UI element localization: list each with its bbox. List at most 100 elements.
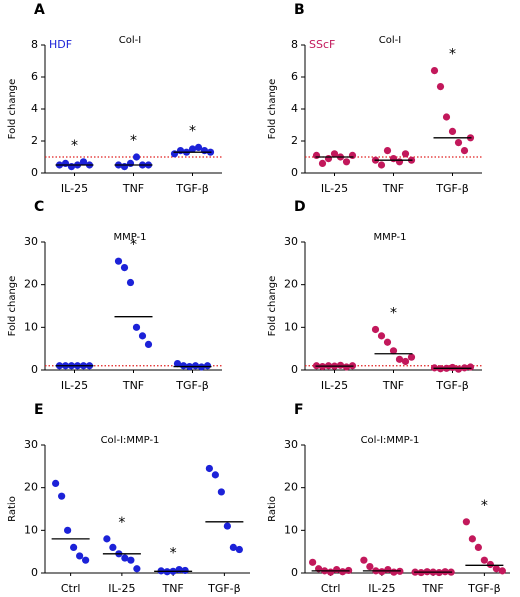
data-point bbox=[58, 493, 65, 500]
data-point bbox=[455, 366, 462, 373]
data-point bbox=[467, 363, 474, 370]
data-point bbox=[461, 147, 468, 154]
y-tick-label: 0 bbox=[31, 363, 38, 376]
data-point bbox=[431, 67, 438, 74]
y-tick-label: 0 bbox=[31, 566, 38, 579]
x-tick-label: TGF-β bbox=[435, 182, 469, 195]
y-tick-label: 10 bbox=[24, 523, 38, 536]
x-tick-label: IL-25 bbox=[61, 379, 88, 392]
y-tick-label: 10 bbox=[284, 523, 298, 536]
y-tick-label: 10 bbox=[24, 320, 38, 333]
data-point bbox=[396, 158, 403, 165]
x-tick-label: TNF bbox=[161, 582, 183, 595]
x-tick-label: TGF-β bbox=[435, 379, 469, 392]
data-point bbox=[133, 565, 140, 572]
y-tick-label: 6 bbox=[291, 70, 298, 83]
y-tick-label: 4 bbox=[291, 102, 298, 115]
data-point bbox=[343, 363, 350, 370]
panel-label: E bbox=[34, 402, 44, 418]
x-tick-label: Ctrl bbox=[61, 582, 81, 595]
y-tick-label: 8 bbox=[291, 38, 298, 51]
data-point bbox=[212, 471, 219, 478]
y-tick-label: 0 bbox=[291, 363, 298, 376]
data-point bbox=[52, 480, 59, 487]
panel-label: A bbox=[34, 2, 45, 18]
y-axis-label: Fold change bbox=[267, 79, 278, 140]
significance-marker: * bbox=[390, 305, 397, 321]
data-point bbox=[218, 488, 225, 495]
y-tick-label: 2 bbox=[291, 134, 298, 147]
x-tick-label: TGF-β bbox=[467, 582, 501, 595]
data-point bbox=[325, 155, 332, 162]
data-point bbox=[224, 522, 231, 529]
x-tick-label: IL-25 bbox=[61, 182, 88, 195]
data-point bbox=[76, 552, 83, 559]
y-tick-label: 0 bbox=[31, 166, 38, 179]
significance-marker: * bbox=[71, 138, 78, 154]
data-point bbox=[133, 324, 140, 331]
significance-marker: * bbox=[130, 237, 137, 253]
y-tick-label: 8 bbox=[31, 38, 38, 51]
data-point bbox=[443, 113, 450, 120]
x-tick-label: TNF bbox=[382, 182, 404, 195]
x-tick-label: TGF-β bbox=[175, 379, 209, 392]
panel-label: D bbox=[294, 199, 306, 215]
significance-marker: * bbox=[118, 515, 125, 531]
cell-label: SScF bbox=[309, 38, 335, 51]
chart-title: Col-I:MMP-1 bbox=[361, 435, 420, 446]
cell-label: HDF bbox=[49, 38, 72, 51]
data-point bbox=[402, 358, 409, 365]
data-point bbox=[487, 561, 494, 568]
data-point bbox=[463, 518, 470, 525]
data-point bbox=[455, 139, 462, 146]
panel-label: F bbox=[294, 402, 304, 418]
x-tick-label: IL-25 bbox=[108, 582, 135, 595]
data-point bbox=[127, 160, 134, 167]
x-tick-label: TNF bbox=[421, 582, 443, 595]
y-tick-label: 30 bbox=[284, 235, 298, 248]
data-point bbox=[121, 264, 128, 271]
data-point bbox=[319, 160, 326, 167]
data-point bbox=[145, 341, 152, 348]
y-axis-label: Fold change bbox=[267, 276, 278, 337]
data-point bbox=[115, 258, 122, 265]
data-point bbox=[360, 557, 367, 564]
data-point bbox=[127, 279, 134, 286]
x-tick-label: TNF bbox=[122, 379, 144, 392]
panel-label: C bbox=[34, 199, 44, 215]
data-point bbox=[378, 161, 385, 168]
data-point bbox=[384, 339, 391, 346]
data-point bbox=[378, 332, 385, 339]
panel-label: B bbox=[294, 2, 305, 18]
data-point bbox=[182, 567, 189, 574]
y-tick-label: 4 bbox=[31, 102, 38, 115]
x-tick-label: Ctrl bbox=[321, 582, 341, 595]
data-point bbox=[313, 152, 320, 159]
data-point bbox=[475, 544, 482, 551]
y-tick-label: 20 bbox=[24, 278, 38, 291]
x-tick-label: IL-25 bbox=[368, 582, 395, 595]
y-tick-label: 10 bbox=[284, 320, 298, 333]
data-point bbox=[82, 557, 89, 564]
significance-marker: * bbox=[449, 47, 456, 63]
data-point bbox=[70, 544, 77, 551]
chart-title: Col-I:MMP-1 bbox=[101, 435, 160, 446]
y-tick-label: 0 bbox=[291, 166, 298, 179]
x-tick-label: IL-25 bbox=[321, 379, 348, 392]
data-point bbox=[127, 557, 134, 564]
x-tick-label: TGF-β bbox=[175, 182, 209, 195]
significance-marker: * bbox=[130, 133, 137, 149]
data-point bbox=[339, 568, 346, 575]
data-point bbox=[402, 150, 409, 157]
y-tick-label: 20 bbox=[284, 481, 298, 494]
data-point bbox=[103, 535, 110, 542]
data-point bbox=[408, 354, 415, 361]
data-point bbox=[133, 153, 140, 160]
significance-marker: * bbox=[481, 498, 488, 514]
y-tick-label: 0 bbox=[291, 566, 298, 579]
y-axis-label: Fold change bbox=[7, 79, 18, 140]
x-tick-label: IL-25 bbox=[321, 182, 348, 195]
data-point bbox=[309, 559, 316, 566]
data-point bbox=[343, 158, 350, 165]
x-tick-label: TNF bbox=[122, 182, 144, 195]
